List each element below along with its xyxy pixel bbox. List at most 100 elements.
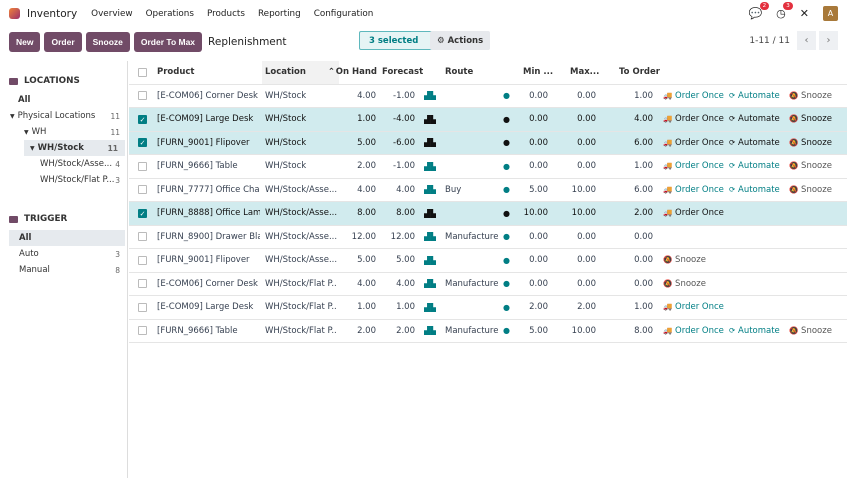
table-row[interactable]: ✓ [FURN_9001] Flipover WH/Stock 5.00 -6.00 ▟▙… xyxy=(129,131,847,155)
trigger-item[interactable]: Auto 3 xyxy=(0,246,127,262)
location-item[interactable]: All xyxy=(0,92,127,108)
row-checkbox[interactable] xyxy=(138,161,147,171)
automate-button[interactable]: ⟳ Automate xyxy=(729,114,780,124)
product[interactable]: [E-COM06] Corner Desk ... xyxy=(157,90,260,101)
product[interactable]: [FURN_7777] Office Chair xyxy=(157,184,260,195)
info-icon[interactable]: ● xyxy=(503,91,510,101)
menu-overview[interactable]: Overview xyxy=(91,8,133,19)
chevron-left-icon[interactable]: ‹ xyxy=(797,31,816,50)
automate-button[interactable]: ⟳ Automate xyxy=(729,138,780,148)
to-order[interactable]: 1.00 xyxy=(634,302,653,313)
table-row[interactable]: [FURN_8900] Drawer Black WH/Stock/Asse...… xyxy=(129,226,847,249)
location-item[interactable]: WH/Stock/Asse... 4 xyxy=(0,156,127,172)
snooze-button[interactable]: 🔕 Snooze xyxy=(789,326,832,336)
row-checkbox[interactable] xyxy=(138,302,147,312)
select-all-checkbox[interactable] xyxy=(138,67,147,77)
table-row[interactable]: [FURN_9666] Table WH/Stock 2.00 -1.00 ▟▙ ● 0.0… xyxy=(129,155,847,179)
forecast-graph-icon[interactable]: ▟▙ xyxy=(424,114,437,124)
chevron-right-icon[interactable]: › xyxy=(819,31,838,50)
order-button[interactable]: 🚚 Order Once xyxy=(663,91,724,101)
forecast-graph-icon[interactable]: ▟▙ xyxy=(424,161,437,171)
trigger-item[interactable]: All xyxy=(9,230,125,246)
info-icon[interactable]: ● xyxy=(503,161,510,171)
info-icon[interactable]: ● xyxy=(503,232,510,242)
table-row[interactable]: ✓ [E-COM09] Large Desk WH/Stock 1.00 -4.00 ▟▙… xyxy=(129,108,847,132)
forecast-graph-icon[interactable]: ▟▙ xyxy=(424,185,437,195)
min-qty[interactable]: 5.00 xyxy=(529,184,548,195)
product[interactable]: [FURN_9666] Table xyxy=(157,325,238,336)
forecast-graph-icon[interactable]: ▟▙ xyxy=(424,91,437,101)
product[interactable]: [E-COM09] Large Desk xyxy=(157,114,254,125)
info-icon[interactable]: ● xyxy=(503,138,510,148)
forecast-graph-icon[interactable]: ▟▙ xyxy=(424,232,437,242)
max-qty[interactable]: 10.00 xyxy=(571,184,596,195)
table-row[interactable]: [E-COM06] Corner Desk ... WH/Stock/Flat P… xyxy=(129,273,847,296)
to-order[interactable]: 0.00 xyxy=(634,255,653,266)
row-checkbox[interactable] xyxy=(138,326,147,336)
location-item[interactable]: ▼ Physical Locations 11 xyxy=(0,108,127,124)
table-row[interactable]: ✓ [FURN_8888] Office Lamp WH/Stock/Asse...… xyxy=(129,202,847,226)
automate-button[interactable]: ⟳ Automate xyxy=(729,326,780,336)
to-order[interactable]: 0.00 xyxy=(634,278,653,289)
caret-down-icon[interactable]: ▼ xyxy=(10,112,15,120)
product[interactable]: [FURN_9666] Table xyxy=(157,161,238,172)
product[interactable]: [E-COM09] Large Desk xyxy=(157,302,254,313)
menu-reporting[interactable]: Reporting xyxy=(257,8,301,19)
app-name[interactable]: Inventory xyxy=(27,7,78,20)
product[interactable]: [E-COM06] Corner Desk ... xyxy=(157,278,260,289)
row-checkbox[interactable] xyxy=(138,185,147,195)
min-qty[interactable]: 0.00 xyxy=(529,161,548,172)
automate-button[interactable]: ⟳ Automate xyxy=(729,161,780,171)
table-row[interactable]: [FURN_9001] Flipover WH/Stock/Asse... 5.00… xyxy=(129,249,847,273)
to-order[interactable]: 0.00 xyxy=(634,231,653,242)
row-checkbox[interactable]: ✓ xyxy=(138,208,147,218)
chat-icon[interactable]: 💬 2 xyxy=(748,2,770,20)
product[interactable]: [FURN_8900] Drawer Black xyxy=(157,231,260,242)
snooze-button[interactable]: Snooze xyxy=(85,31,130,52)
menu-operations[interactable]: Operations xyxy=(145,8,194,19)
info-icon[interactable]: ● xyxy=(503,255,510,265)
min-qty[interactable]: 10.00 xyxy=(523,208,548,219)
forecast-graph-icon[interactable]: ▟▙ xyxy=(424,208,437,218)
snooze-button[interactable]: 🔕 Snooze xyxy=(789,114,832,124)
max-qty[interactable]: 10.00 xyxy=(571,208,596,219)
snooze-button[interactable]: 🔕 Snooze xyxy=(789,138,832,148)
max-qty[interactable]: 0.00 xyxy=(577,114,596,125)
table-row[interactable]: [FURN_7777] Office Chair WH/Stock/Asse...… xyxy=(129,179,847,202)
product[interactable]: [FURN_9001] Flipover xyxy=(157,137,250,148)
col-forecast[interactable]: Forecast xyxy=(382,67,424,78)
forecast-graph-icon[interactable]: ▟▙ xyxy=(424,279,437,289)
min-qty[interactable]: 0.00 xyxy=(529,278,548,289)
max-qty[interactable]: 0.00 xyxy=(577,90,596,101)
max-qty[interactable]: 10.00 xyxy=(571,325,596,336)
min-qty[interactable]: 5.00 xyxy=(529,325,548,336)
info-icon[interactable]: ● xyxy=(503,208,510,218)
order-to-max-button[interactable]: Order To Max xyxy=(133,31,203,52)
to-order[interactable]: 1.00 xyxy=(634,90,653,101)
product[interactable]: [FURN_9001] Flipover xyxy=(157,255,250,266)
activity-clock-icon[interactable]: ◷ 3 xyxy=(776,2,793,20)
avatar[interactable]: A xyxy=(823,6,838,21)
info-icon[interactable]: ● xyxy=(503,279,510,289)
forecast-graph-icon[interactable]: ▟▙ xyxy=(424,255,437,265)
to-order[interactable]: 2.00 xyxy=(634,208,653,219)
max-qty[interactable]: 0.00 xyxy=(577,255,596,266)
to-order[interactable]: 6.00 xyxy=(634,137,653,148)
col-product[interactable]: Product xyxy=(157,67,195,78)
max-qty[interactable]: 0.00 xyxy=(577,161,596,172)
row-checkbox[interactable] xyxy=(138,279,147,289)
order-button[interactable]: 🚚 Order Once xyxy=(663,114,724,124)
to-order[interactable]: 8.00 xyxy=(634,325,653,336)
automate-button[interactable]: ⟳ Automate xyxy=(729,91,780,101)
min-qty[interactable]: 0.00 xyxy=(529,137,548,148)
min-qty[interactable]: 0.00 xyxy=(529,231,548,242)
info-icon[interactable]: ● xyxy=(503,326,510,336)
table-row[interactable]: [E-COM06] Corner Desk ... WH/Stock 4.00 -1.… xyxy=(129,85,847,108)
forecast-graph-icon[interactable]: ▟▙ xyxy=(424,138,437,148)
max-qty[interactable]: 0.00 xyxy=(577,278,596,289)
order-button[interactable]: Order xyxy=(44,31,82,52)
order-button[interactable]: 🚚 Order Once xyxy=(663,326,724,336)
new-button[interactable]: New xyxy=(9,31,41,52)
info-icon[interactable]: ● xyxy=(503,302,510,312)
automate-button[interactable]: ⟳ Automate xyxy=(729,185,780,195)
